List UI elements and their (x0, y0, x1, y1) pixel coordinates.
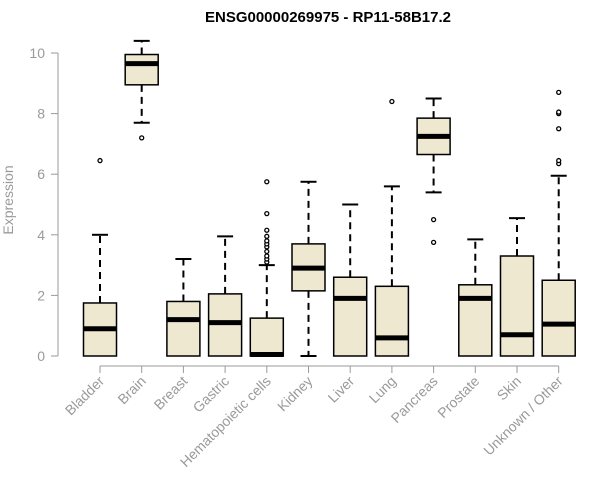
box-body (166, 300, 201, 357)
box-brain (124, 39, 159, 141)
outlier-point (264, 210, 270, 217)
box-breast (166, 258, 201, 357)
box-gastric (207, 235, 243, 357)
box-body (124, 53, 159, 86)
x-tick-label: Bladder (62, 373, 108, 419)
outlier-point (556, 109, 562, 115)
box-hematopoietic-cells (249, 179, 285, 357)
outlier-point (264, 253, 270, 259)
outlier-point (556, 126, 562, 132)
outlier-point (389, 98, 395, 105)
box-pancreas (416, 97, 451, 246)
outlier-point (264, 227, 270, 233)
y-tick-label: 10 (29, 45, 45, 61)
x-tick-label: Brain (114, 373, 148, 407)
outlier-point (139, 135, 145, 141)
outlier-point (264, 179, 270, 185)
box-skin (499, 217, 535, 357)
y-tick-label: 4 (37, 227, 45, 243)
box-prostate (458, 238, 493, 357)
box-body (458, 284, 493, 357)
outlier-point (430, 216, 437, 223)
y-axis-label: Expression (0, 165, 16, 234)
x-tick-label: Breast (151, 373, 191, 413)
x-tick-label: Unknown / Other (480, 373, 566, 459)
y-tick-label: 2 (37, 287, 45, 303)
box-body (332, 276, 368, 357)
outlier-point (556, 157, 562, 164)
boxes (82, 39, 576, 357)
chart-title: ENSG00000269975 - RP11-58B17.2 (205, 9, 451, 26)
x-tick-label: Skin (494, 373, 525, 404)
outlier-point (556, 89, 562, 96)
outlier-point (264, 238, 270, 244)
box-body (249, 317, 285, 357)
box-unknown-other (541, 89, 576, 357)
y-tick-label: 0 (37, 348, 45, 364)
box-liver (332, 203, 368, 357)
x-tick-label: Lung (366, 373, 399, 406)
x-tick-label: Liver (325, 373, 358, 406)
x-tick-label: Kidney (274, 373, 316, 415)
box-body (541, 279, 576, 357)
outlier-point (97, 157, 103, 164)
outlier-point (264, 233, 270, 239)
y-tick-label: 8 (37, 106, 45, 122)
box-bladder (82, 157, 118, 357)
box-body (499, 255, 535, 357)
outlier-point (264, 248, 270, 255)
box-kidney (291, 180, 326, 357)
box-body (374, 285, 410, 357)
outlier-point (430, 239, 437, 246)
box-lung (374, 98, 410, 357)
y-tick-label: 6 (37, 166, 45, 182)
x-tick-label: Prostate (434, 373, 482, 421)
